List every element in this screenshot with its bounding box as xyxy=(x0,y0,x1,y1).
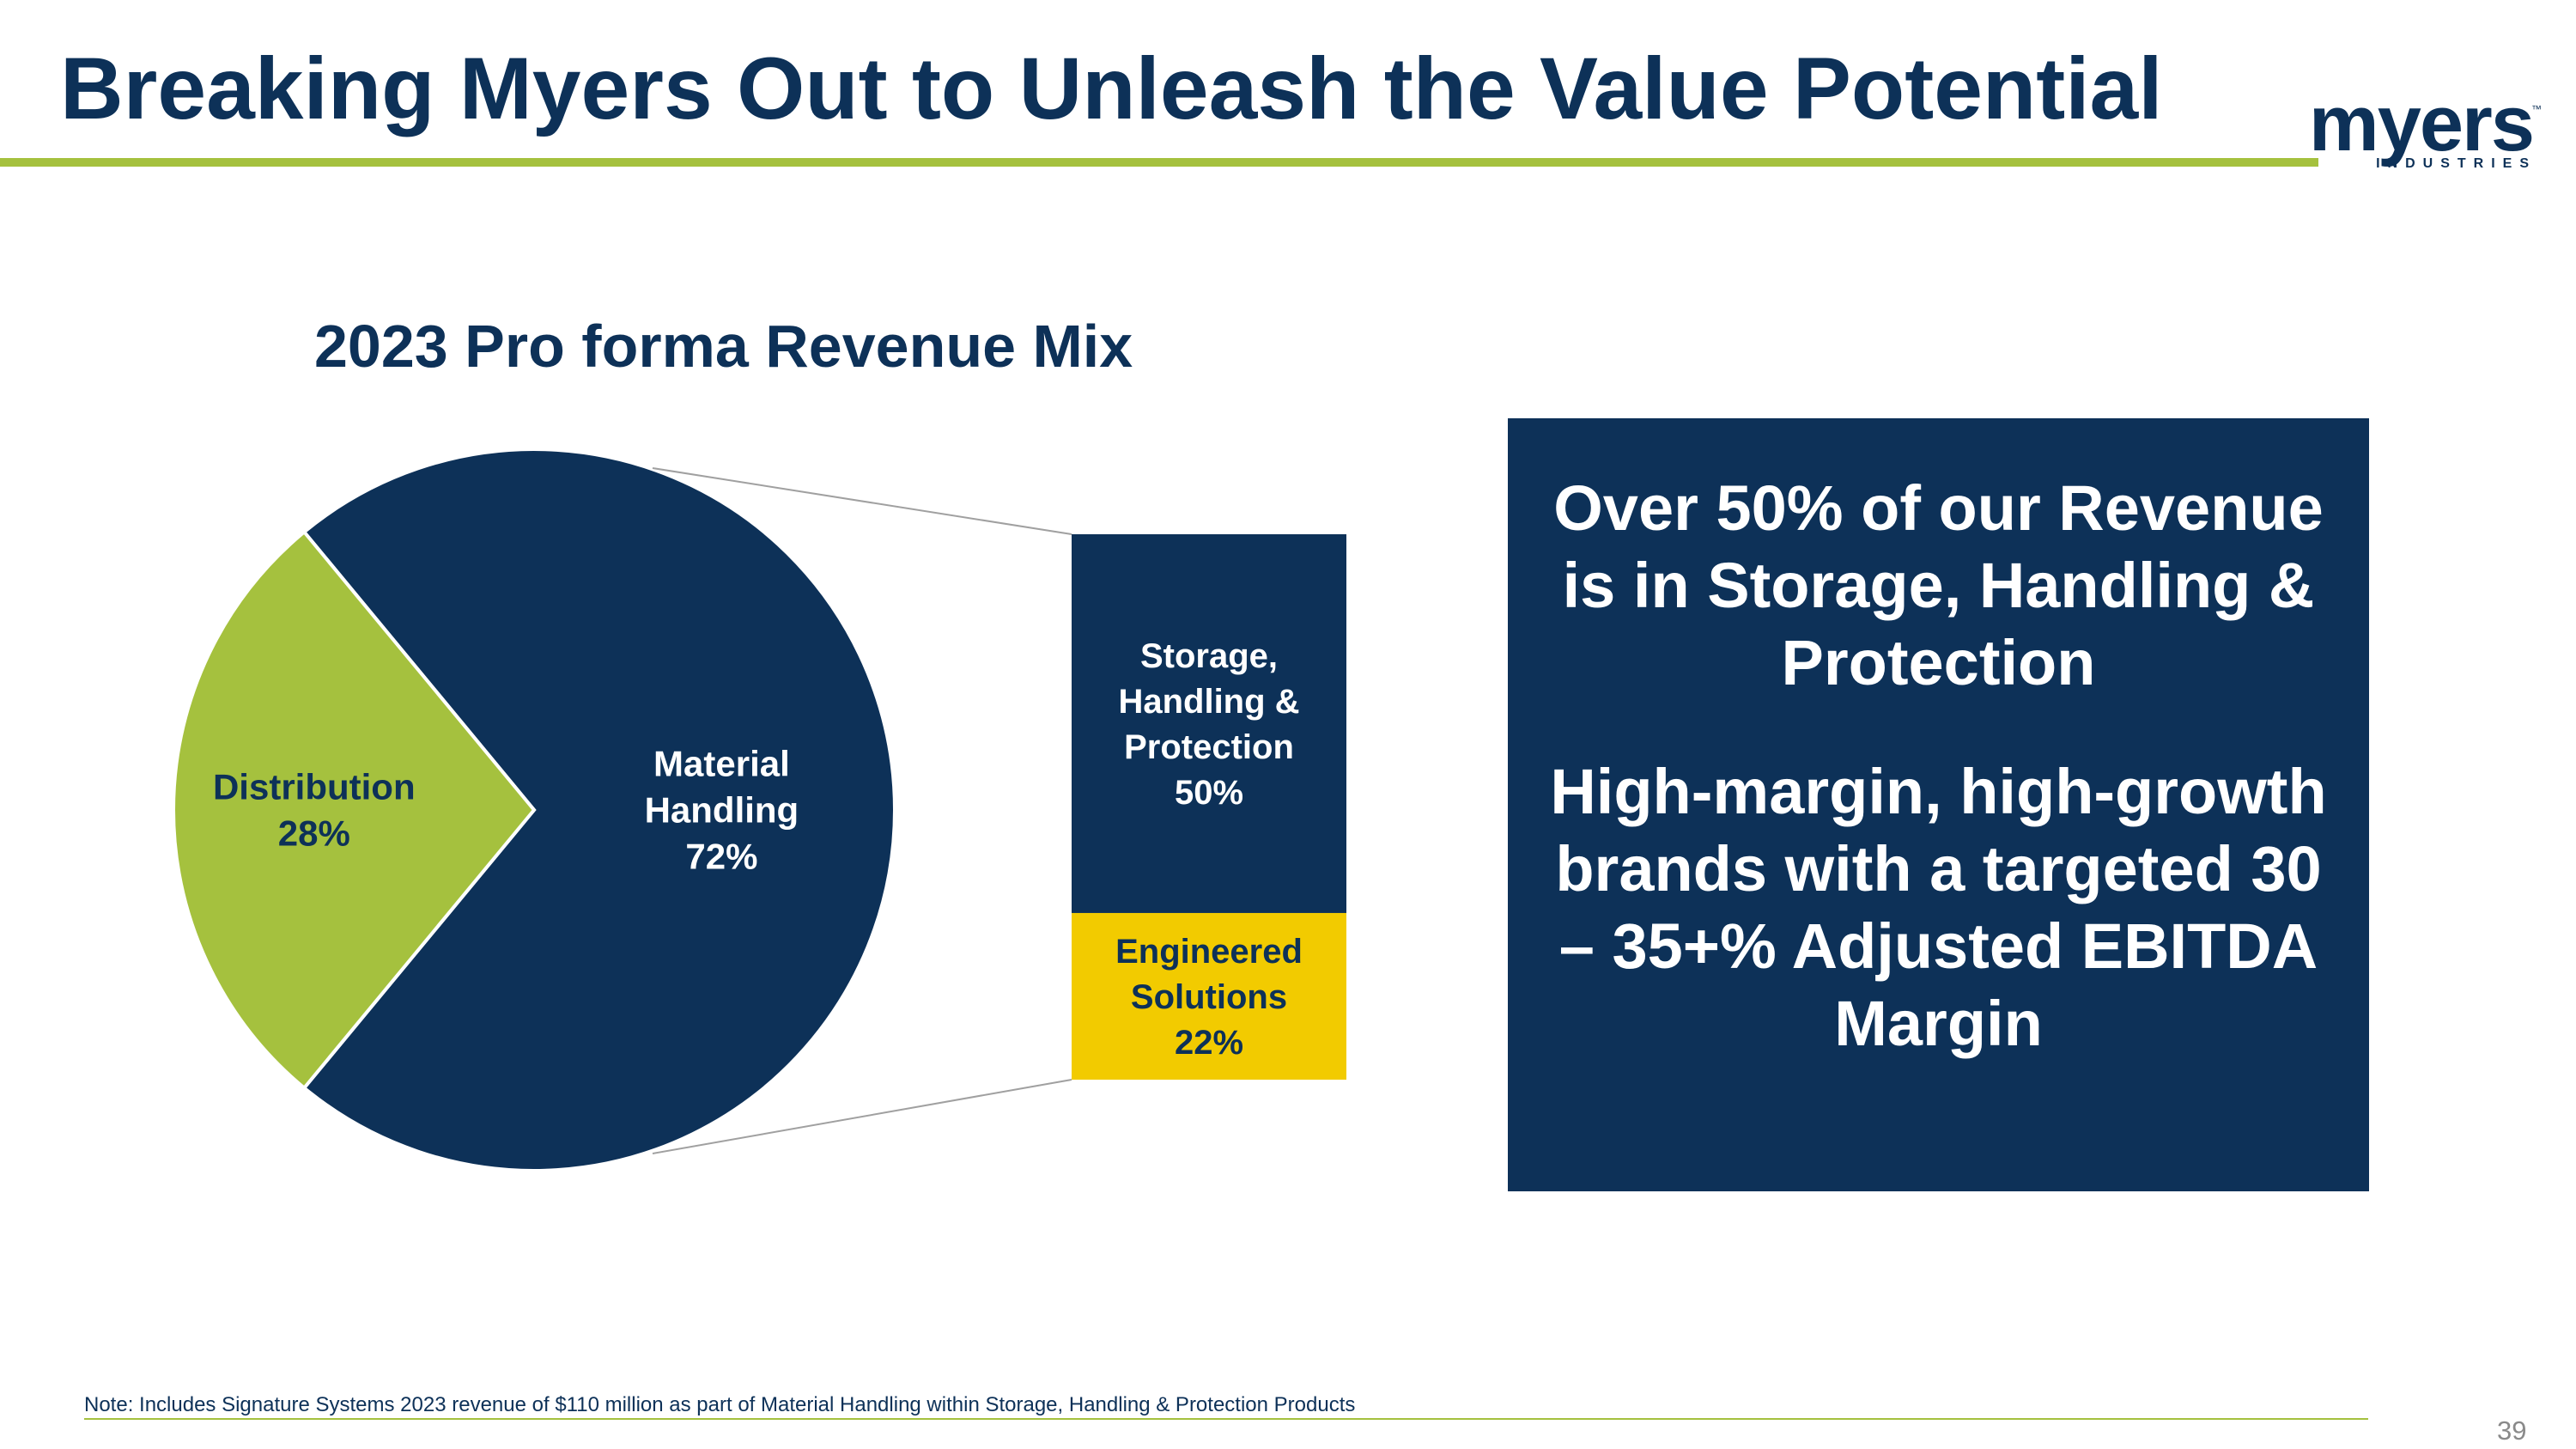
chart-title: 2023 Pro forma Revenue Mix xyxy=(314,313,1133,380)
logo-wordmark: myers xyxy=(2308,80,2535,167)
slide-title: Breaking Myers Out to Unleash the Value … xyxy=(60,40,2163,137)
footnote: Note: Includes Signature Systems 2023 re… xyxy=(84,1393,1356,1416)
logo-trademark: ™ xyxy=(2531,103,2542,115)
callout-text-margin: High-margin, high-growth brands with a t… xyxy=(1550,756,2327,1059)
connector-line-bottom xyxy=(652,1079,1072,1154)
callout-text-revenue-share: Over 50% of our Revenue is in Storage, H… xyxy=(1553,472,2324,698)
page-number: 39 xyxy=(2497,1416,2527,1446)
pie-label-material-handling: Material Handling 72% xyxy=(645,744,799,877)
myers-logo: myers ™ INDUSTRIES xyxy=(2308,80,2542,179)
bar-segment-engineered xyxy=(1072,912,1346,1080)
bar-label-storage: Storage, Handling & Protection 50% xyxy=(1118,637,1299,812)
pie-slice-material xyxy=(301,447,896,1172)
footnote-divider xyxy=(84,1418,2368,1420)
title-divider xyxy=(0,158,2318,167)
bar-segment-storage xyxy=(1072,534,1346,913)
pie-label-distribution: Distribution 28% xyxy=(213,767,416,854)
pie-slice-distribution xyxy=(171,529,537,1091)
connector-line-top xyxy=(652,467,1072,535)
bar-label-engineered: Engineered Solutions 22% xyxy=(1115,933,1303,1062)
key-message-callout: Over 50% of our Revenue is in Storage, H… xyxy=(1508,418,2369,1191)
logo-subtext: INDUSTRIES xyxy=(2376,156,2537,171)
